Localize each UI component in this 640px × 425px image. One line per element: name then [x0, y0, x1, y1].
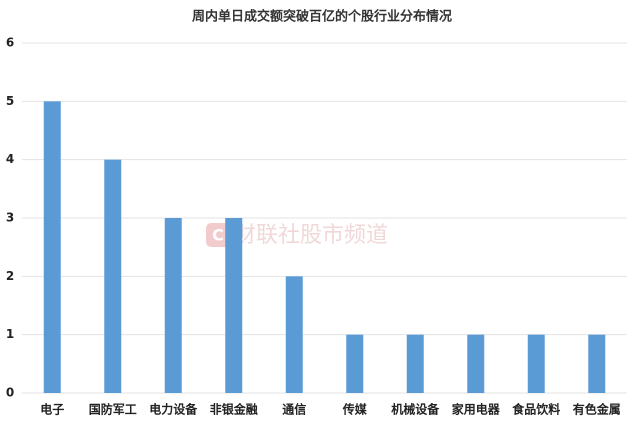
- x-tick-label: 电力设备: [149, 402, 198, 417]
- y-tick-label: 6: [6, 36, 14, 50]
- x-tick-label: 机械设备: [391, 402, 440, 417]
- y-tick-label: 0: [6, 386, 14, 400]
- x-tick-label: 非银金融: [210, 402, 258, 417]
- bar: [43, 101, 61, 393]
- watermark-logo: C: [206, 223, 230, 247]
- x-tick-label: 电子: [40, 402, 64, 417]
- y-tick-label: 1: [6, 327, 14, 341]
- y-tick-label: 4: [6, 152, 14, 166]
- chart-title: 周内单日成交额突破百亿的个股行业分布情况: [192, 9, 452, 25]
- bar: [467, 334, 485, 393]
- bar: [164, 218, 182, 393]
- x-tick-label: 家用电器: [452, 402, 501, 417]
- watermark: 财联社股市频道: [234, 223, 388, 248]
- bar: [346, 334, 364, 393]
- x-tick-label: 通信: [282, 402, 306, 417]
- svg-text:C: C: [212, 226, 224, 245]
- y-tick-label: 5: [6, 94, 14, 108]
- x-tick-label: 国防军工: [89, 402, 137, 417]
- y-tick-label: 3: [6, 211, 14, 225]
- x-tick-label: 食品饮料: [511, 402, 560, 417]
- y-tick-label: 2: [6, 269, 14, 283]
- bar: [406, 334, 424, 393]
- bar: [104, 159, 122, 393]
- x-tick-label: 有色金属: [573, 402, 621, 417]
- bar: [285, 276, 303, 393]
- bar: [527, 334, 545, 393]
- bar: [588, 334, 606, 393]
- bar: [225, 218, 243, 393]
- x-tick-label: 传媒: [342, 402, 368, 417]
